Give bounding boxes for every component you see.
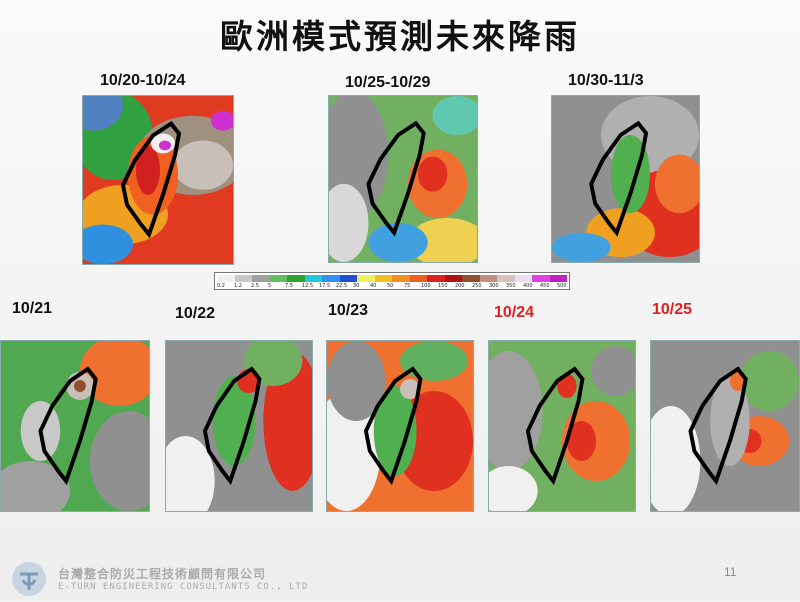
legend-swatch [532, 275, 550, 282]
legend-ticks: 0.2 1.2 2.5 5 7.5 12.5 17.5 22.5 30 40 5… [217, 282, 567, 290]
legend-swatch [234, 275, 252, 282]
company-name: 台灣整合防災工程技術顧問有限公司 [58, 567, 267, 581]
legend-swatch [392, 275, 410, 282]
map-day-3 [326, 340, 474, 512]
legend-swatch [374, 275, 392, 282]
legend-swatch [479, 275, 497, 282]
legend-tick: 17.5 [319, 283, 331, 289]
legend-swatch [427, 275, 445, 282]
legend-tick: 50 [387, 283, 394, 289]
day-label-3: 10/23 [328, 302, 369, 319]
legend-swatch [304, 275, 322, 282]
legend-tick: 500 [557, 283, 567, 289]
legend-tick: 350 [506, 283, 516, 289]
panel-label-3: 10/30-11/3 [568, 72, 644, 89]
page-number: 11 [724, 565, 737, 579]
slide-title: 歐洲模式預測未來降雨 [220, 17, 580, 56]
legend-tick: 150 [438, 283, 448, 289]
legend-swatch [549, 275, 567, 282]
legend-swatch [444, 275, 462, 282]
day-label-1: 10/21 [12, 300, 53, 317]
company-name-en: E-TURN ENGINEERING CONSULTANTS CO., LTD [58, 582, 309, 592]
legend-swatch [357, 275, 375, 282]
legend-tick: 40 [370, 283, 377, 289]
map-period-3 [551, 95, 700, 263]
legend-swatch [514, 275, 532, 282]
rainfall-legend: 0.2 1.2 2.5 5 7.5 12.5 17.5 22.5 30 40 5… [214, 272, 570, 290]
map-day-5 [650, 340, 800, 512]
legend-tick: 2.5 [251, 283, 259, 289]
day-label-5: 10/25 [652, 301, 693, 318]
panel-label-1: 10/20-10/24 [100, 72, 186, 89]
map-period-1 [82, 95, 234, 265]
day-label-4: 10/24 [494, 304, 535, 321]
legend-tick: 7.5 [285, 283, 293, 289]
legend-swatch [252, 275, 270, 282]
legend-tick: 22.5 [336, 283, 348, 289]
legend-tick: 1.2 [234, 283, 242, 289]
legend-swatch [287, 275, 305, 282]
legend-tick: 450 [540, 283, 550, 289]
legend-swatch [497, 275, 515, 282]
map-period-2 [328, 95, 478, 263]
legend-tick: 200 [455, 283, 465, 289]
panel-label-2: 10/25-10/29 [345, 74, 431, 91]
legend-tick: 12.5 [302, 283, 314, 289]
legend-color-bar [217, 275, 567, 282]
legend-swatch [217, 275, 235, 282]
day-label-2: 10/22 [175, 305, 216, 322]
map-day-2 [165, 340, 313, 512]
legend-swatch [322, 275, 340, 282]
legend-swatch [462, 275, 480, 282]
legend-tick: 400 [523, 283, 533, 289]
map-day-4 [488, 340, 636, 512]
legend-swatch [339, 275, 357, 282]
company-logo-icon [10, 560, 48, 598]
legend-tick: 300 [489, 283, 499, 289]
legend-swatch [409, 275, 427, 282]
legend-tick: 5 [268, 283, 272, 289]
legend-tick: 0.2 [217, 283, 225, 289]
legend-tick: 250 [472, 283, 482, 289]
map-day-1 [0, 340, 150, 512]
legend-tick: 75 [404, 283, 411, 289]
legend-swatch [269, 275, 287, 282]
legend-tick: 30 [353, 283, 360, 289]
legend-tick: 100 [421, 283, 431, 289]
